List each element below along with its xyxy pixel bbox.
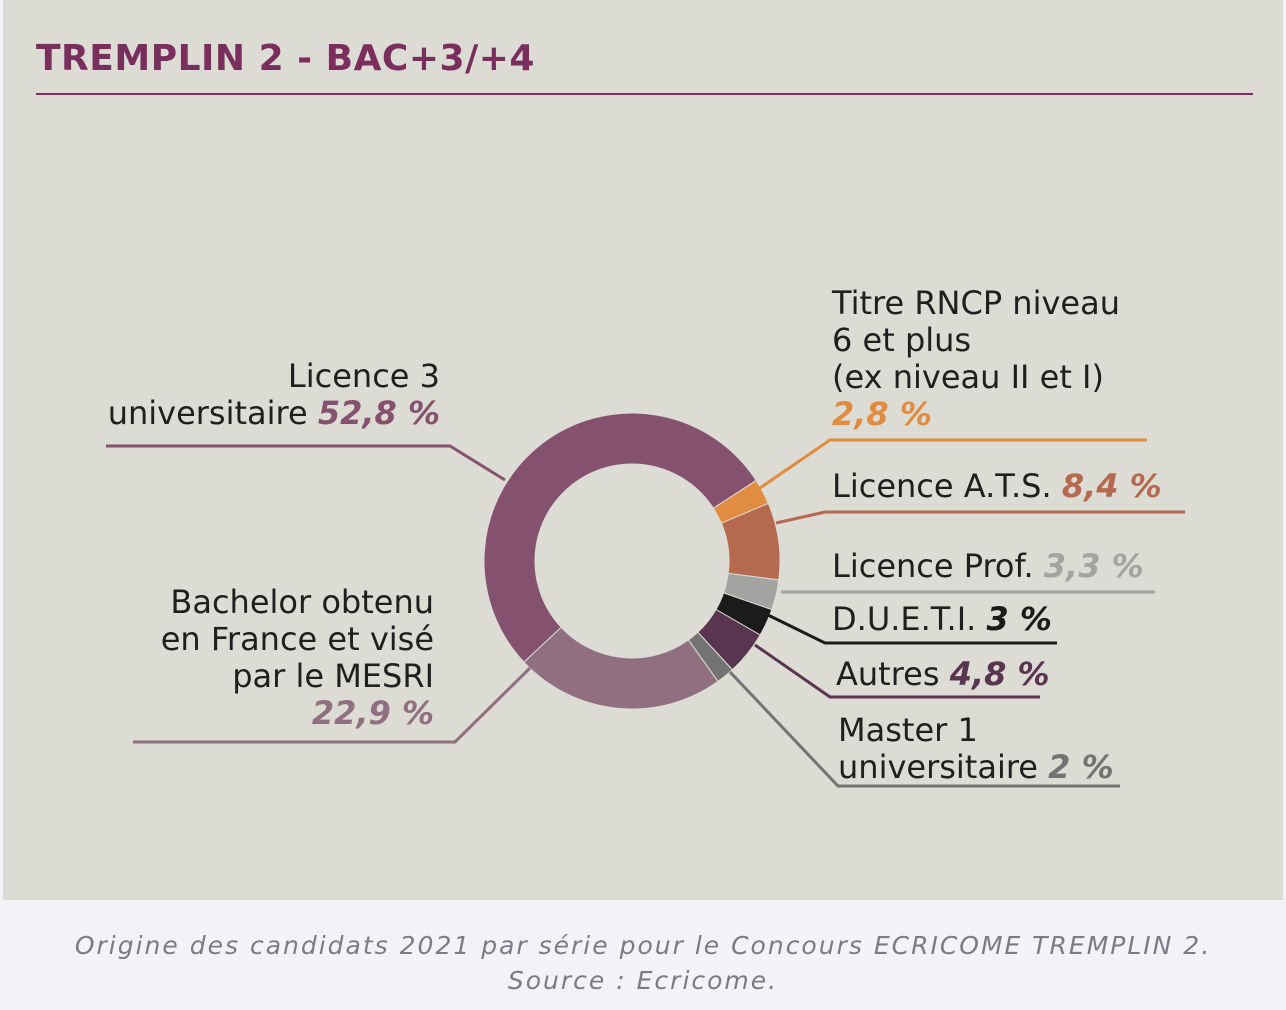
label-titre: Titre RNCP niveau 6 et plus (ex niveau II … [832,284,1120,433]
leader-titre [759,438,1147,490]
label-licence: Licence 3 universitaire 52,8 % [107,357,440,432]
chart-title: TREMPLIN 2 - BAC+3/+4 [36,38,535,79]
leader-dueti [767,613,1057,645]
title-rule [36,93,1253,95]
caption: Origine des candidats 2021 par série pou… [74,931,1212,995]
label-master: Master 1 universitaire 2 % [838,711,1114,786]
label-ats: Licence A.T.S. 8,4 % [832,467,1162,505]
leader-licence [106,444,506,482]
label-lp: Licence Prof. 3,3 % [832,547,1144,585]
label-autres: Autres 4,8 % [836,655,1050,693]
leader-bachelor [133,666,532,744]
label-dueti: D.U.E.T.I. 3 % [832,600,1052,638]
leader-master [728,670,1120,788]
leader-ats [775,510,1185,525]
label-bachelor: Bachelor obtenu en France et visé par le M… [160,583,434,732]
leader-autres [754,643,1040,699]
donut-chart [106,412,1185,788]
donut-slice-7 [483,412,757,663]
